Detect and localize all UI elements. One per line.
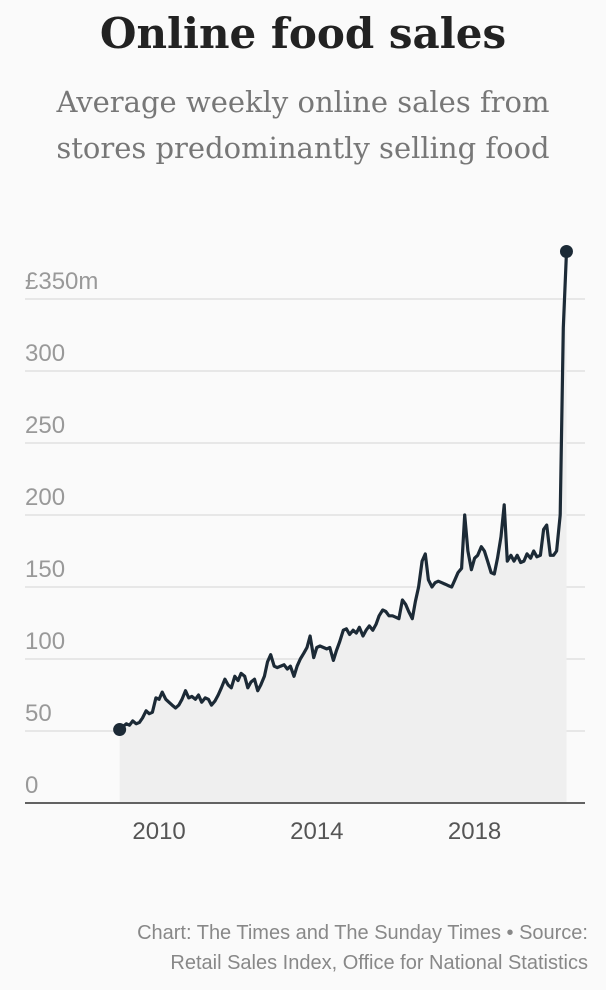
y-tick-label: 250 xyxy=(25,412,65,439)
chart-title: Online food sales xyxy=(100,9,506,58)
x-tick-label: 2014 xyxy=(290,818,343,845)
y-tick-label: 200 xyxy=(25,484,65,511)
y-tick-label: 0 xyxy=(25,772,38,799)
y-tick-label: 100 xyxy=(25,628,65,655)
x-tick-label: 2010 xyxy=(132,818,185,845)
line xyxy=(118,251,569,731)
footer: Retail Sales Index, Office for National … xyxy=(170,952,588,974)
end-dot xyxy=(113,723,127,737)
footer: Chart: The Times and The Sunday Times • … xyxy=(137,922,588,944)
chart-subtitle: Average weekly online sales from xyxy=(55,85,549,119)
y-tick-label: 150 xyxy=(25,556,65,583)
end-dot xyxy=(559,244,573,258)
chart-subtitle: stores predominantly selling food xyxy=(56,131,549,165)
y-tick-label: £350m xyxy=(25,268,98,295)
y-tick-label: 50 xyxy=(25,700,52,727)
area xyxy=(119,251,567,803)
x-tick-label: 2018 xyxy=(448,818,501,845)
y-tick-label: 300 xyxy=(25,340,65,367)
